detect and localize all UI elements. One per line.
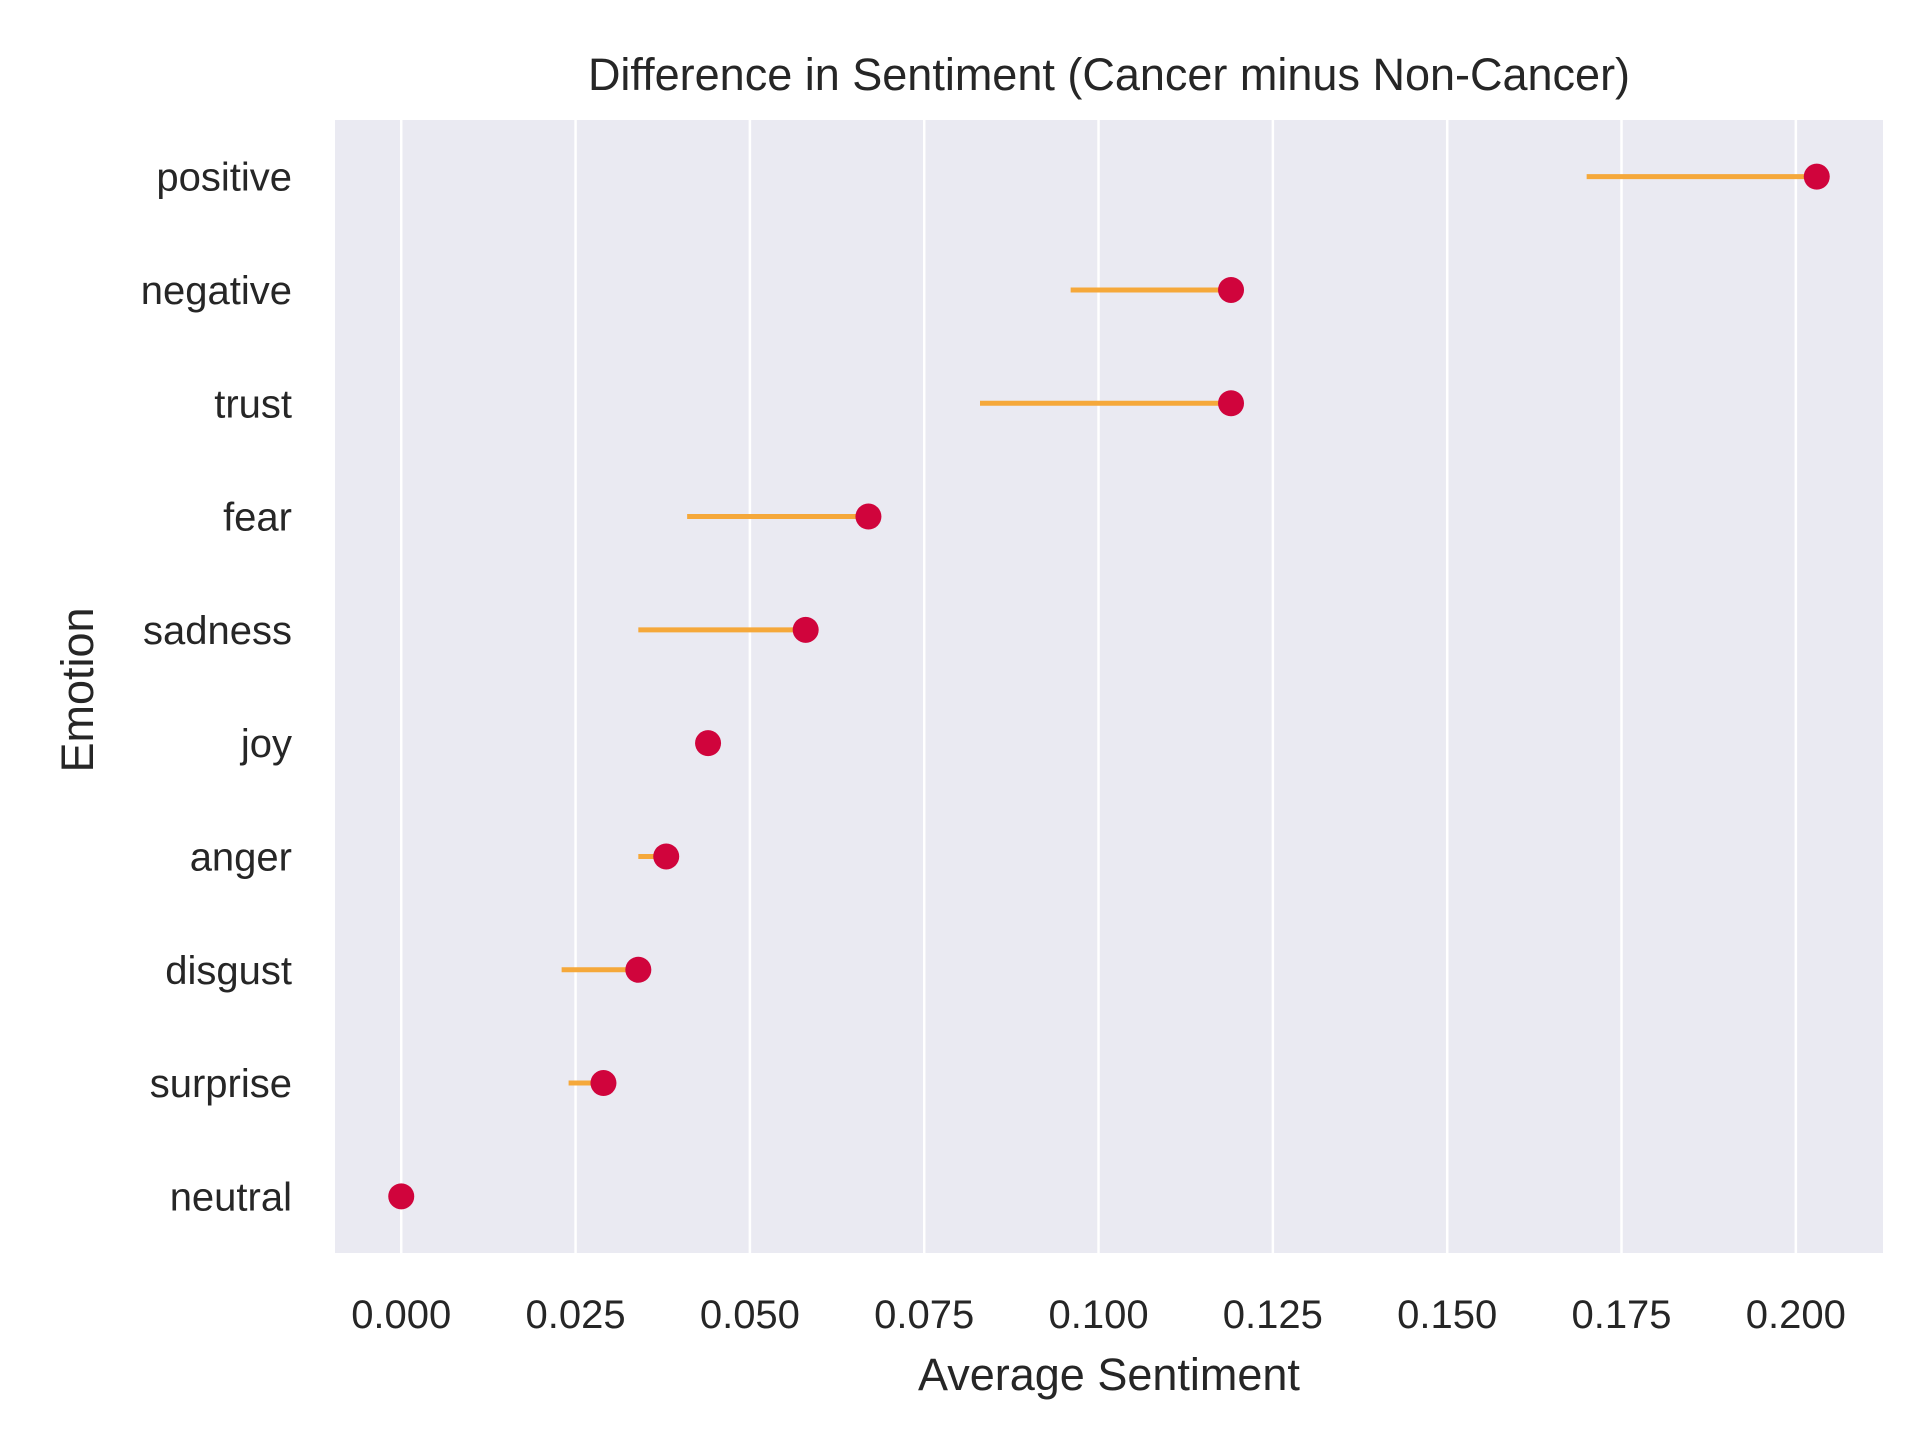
data-points [388,163,1830,1210]
x-tick-label: 0.050 [700,1293,800,1337]
y-tick-label: trust [214,382,292,426]
chart-title: Difference in Sentiment (Cancer minus No… [588,49,1630,100]
x-tick-label: 0.100 [1048,1293,1148,1337]
point-neutral [388,1183,415,1210]
point-negative [1218,276,1245,303]
point-fear [855,503,882,530]
x-axis-label: Average Sentiment [918,1349,1300,1400]
point-disgust [625,956,652,983]
y-axis-label: Emotion [52,607,103,772]
x-tick-label: 0.025 [526,1293,626,1337]
y-tick-label: sadness [143,609,292,653]
y-tick-label: positive [156,156,292,200]
x-tick-label: 0.200 [1746,1293,1846,1337]
grid-lines [399,120,1798,1253]
plot-area [335,120,1883,1253]
y-tick-labels: positive negative trust fear sadness joy anger… [141,156,292,1220]
point-anger [653,843,680,870]
x-tick-labels: 0.000 0.025 0.050 0.075 0.100 0.125 0.150 0.175… [351,1293,1846,1337]
point-positive [1803,163,1830,190]
y-tick-label: negative [141,269,292,313]
range-lines [561,174,1817,1086]
x-tick-label: 0.075 [874,1293,974,1337]
y-tick-label: disgust [165,949,292,993]
point-sadness [792,616,819,643]
point-surprise [590,1070,617,1097]
y-tick-label: fear [223,496,292,540]
x-tick-label: 0.175 [1571,1293,1671,1337]
x-tick-label: 0.150 [1397,1293,1497,1337]
point-joy [695,730,722,757]
y-tick-label: anger [190,835,292,879]
y-tick-label: neutral [170,1175,292,1219]
x-tick-label: 0.000 [351,1293,451,1337]
y-tick-label: surprise [150,1062,292,1106]
x-tick-label: 0.125 [1223,1293,1323,1337]
y-tick-label: joy [240,722,292,766]
point-trust [1218,390,1245,417]
